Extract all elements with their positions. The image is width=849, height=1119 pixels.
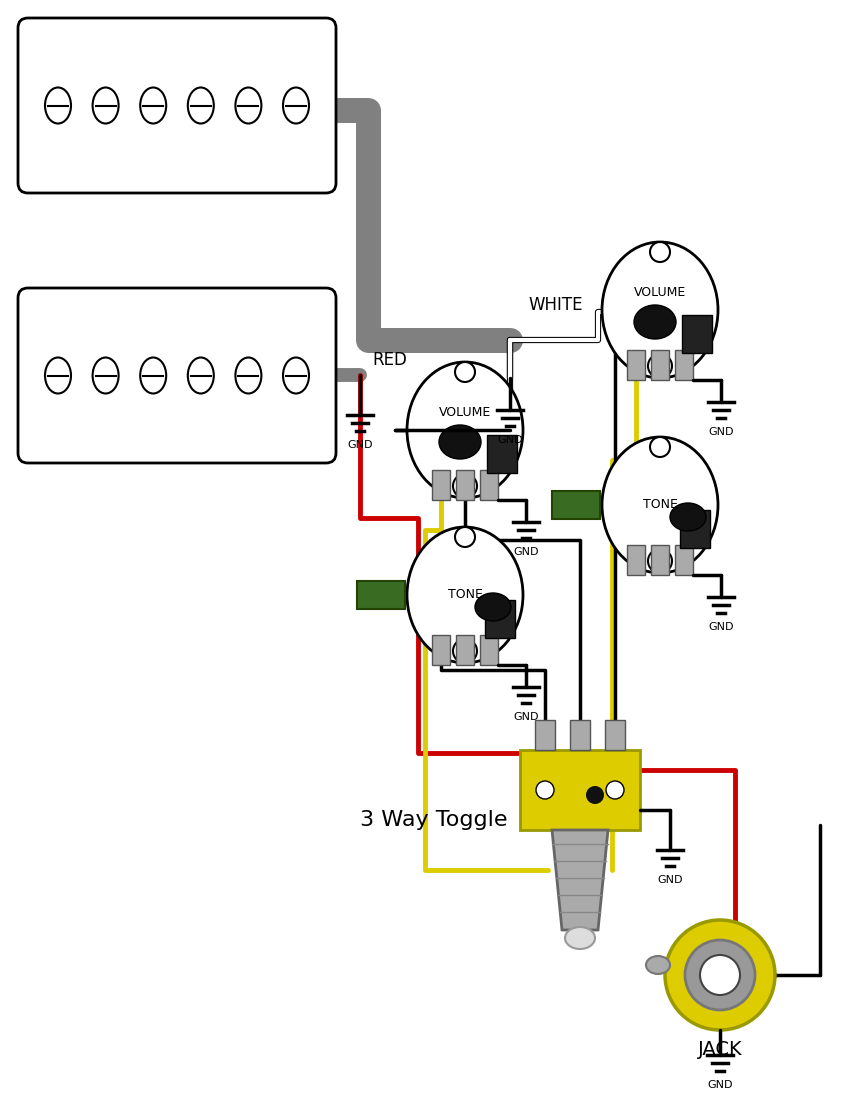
Polygon shape — [552, 830, 608, 930]
Bar — [480, 470, 498, 500]
Ellipse shape — [439, 425, 481, 459]
Ellipse shape — [45, 87, 71, 123]
Bar — [535, 720, 555, 750]
Ellipse shape — [235, 87, 261, 123]
Ellipse shape — [407, 527, 523, 662]
Text: GND: GND — [707, 1080, 733, 1090]
Ellipse shape — [45, 357, 71, 394]
Ellipse shape — [565, 927, 595, 949]
Text: WHITE: WHITE — [528, 297, 582, 314]
Bar — [432, 470, 450, 500]
Ellipse shape — [188, 87, 214, 123]
Bar — [520, 750, 640, 830]
Text: GND: GND — [708, 622, 734, 632]
Bar — [627, 350, 645, 380]
Ellipse shape — [283, 357, 309, 394]
Bar — [675, 350, 693, 380]
Circle shape — [455, 363, 475, 382]
Ellipse shape — [235, 357, 261, 394]
Text: GND: GND — [708, 427, 734, 438]
Text: GND: GND — [657, 875, 683, 885]
Ellipse shape — [602, 242, 718, 378]
Circle shape — [648, 549, 672, 573]
Text: GND: GND — [498, 435, 523, 445]
Ellipse shape — [140, 87, 166, 123]
Circle shape — [665, 920, 775, 1029]
Text: RED: RED — [372, 351, 407, 369]
Text: GND: GND — [514, 712, 539, 722]
Text: GND: GND — [347, 440, 373, 450]
Ellipse shape — [140, 357, 166, 394]
Bar — [432, 634, 450, 665]
Circle shape — [536, 781, 554, 799]
Circle shape — [455, 527, 475, 547]
Circle shape — [650, 438, 670, 457]
Bar — [357, 581, 405, 609]
Bar — [552, 491, 600, 519]
Bar — [570, 720, 590, 750]
Ellipse shape — [93, 87, 119, 123]
Circle shape — [606, 781, 624, 799]
Text: JACK: JACK — [698, 1040, 742, 1059]
Bar — [651, 350, 669, 380]
Bar — [485, 600, 515, 638]
Circle shape — [648, 354, 672, 378]
FancyBboxPatch shape — [18, 288, 336, 463]
Circle shape — [650, 242, 670, 262]
Ellipse shape — [634, 305, 676, 339]
Text: VOLUME: VOLUME — [439, 405, 491, 419]
Ellipse shape — [283, 87, 309, 123]
Circle shape — [685, 940, 755, 1010]
Ellipse shape — [602, 438, 718, 573]
Text: VOLUME: VOLUME — [634, 285, 686, 299]
Text: 3 Way Toggle: 3 Way Toggle — [360, 810, 508, 830]
Bar — [651, 545, 669, 575]
Circle shape — [453, 474, 477, 498]
Bar — [605, 720, 625, 750]
Circle shape — [586, 786, 604, 803]
Bar — [627, 545, 645, 575]
Bar — [480, 634, 498, 665]
Text: GND: GND — [514, 547, 539, 557]
Bar — [680, 510, 710, 548]
Ellipse shape — [93, 357, 119, 394]
Ellipse shape — [646, 956, 670, 974]
Bar — [456, 470, 474, 500]
FancyBboxPatch shape — [18, 18, 336, 192]
Bar — [487, 435, 517, 473]
Ellipse shape — [670, 504, 706, 532]
Bar — [675, 545, 693, 575]
Circle shape — [453, 639, 477, 662]
Ellipse shape — [475, 593, 511, 621]
Ellipse shape — [188, 357, 214, 394]
Bar — [456, 634, 474, 665]
Text: TONE: TONE — [643, 498, 678, 511]
Bar — [682, 316, 712, 352]
Ellipse shape — [407, 363, 523, 498]
Circle shape — [700, 955, 740, 995]
Text: TONE: TONE — [447, 589, 482, 602]
